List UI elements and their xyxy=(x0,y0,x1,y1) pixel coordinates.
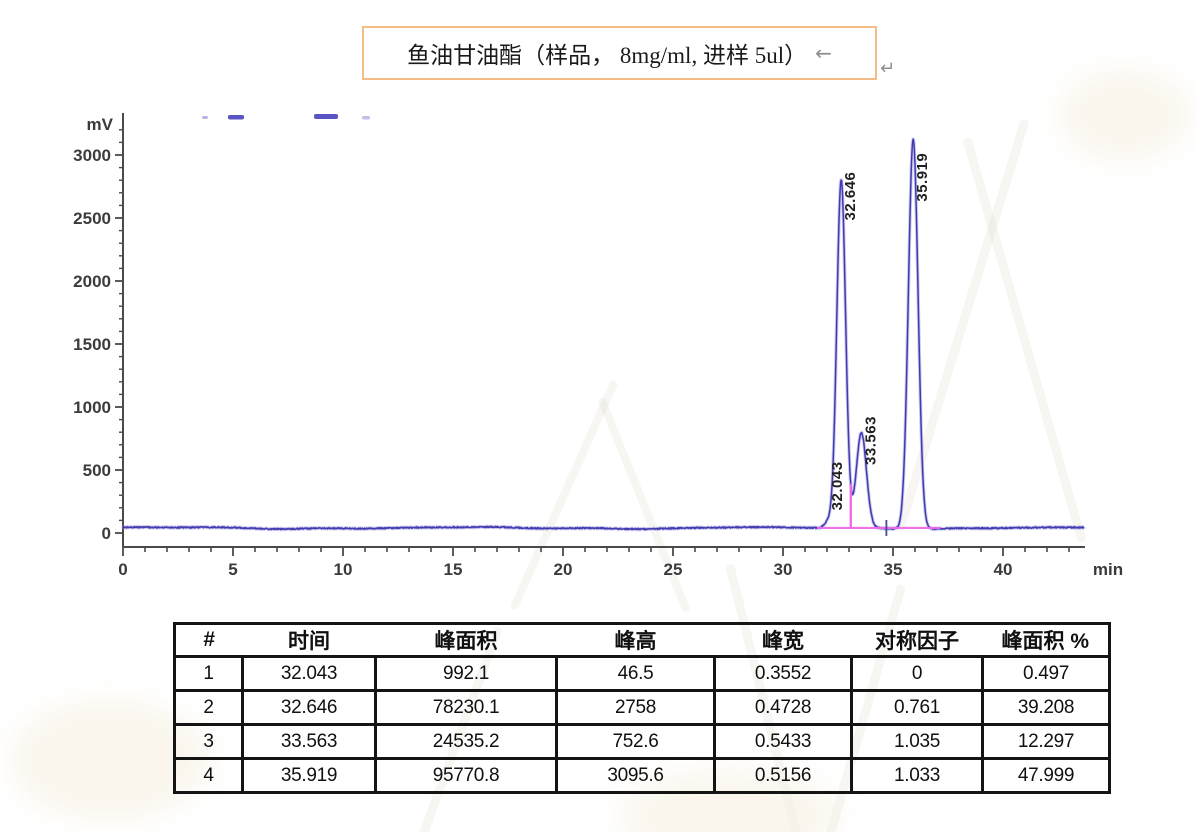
svg-text:5: 5 xyxy=(228,560,237,579)
cell-area-pct: 39.208 xyxy=(981,689,1111,726)
cell-height: 752.6 xyxy=(555,723,716,760)
col-header-peak-height: 峰高 xyxy=(556,623,715,658)
line-break-mark-icon: ← xyxy=(815,41,832,65)
svg-text:min: min xyxy=(1093,560,1123,579)
table-row: 4 35.919 95770.8 3095.6 0.5156 1.033 47.… xyxy=(173,757,1111,794)
watermark-patch xyxy=(1060,70,1190,160)
cell-time: 32.043 xyxy=(241,655,377,692)
paragraph-return-icon: ↵ xyxy=(880,58,896,79)
cell-symmetry: 0 xyxy=(850,655,984,692)
cell-area-pct: 0.497 xyxy=(981,655,1111,692)
svg-text:33.563: 33.563 xyxy=(862,416,879,465)
cell-width: 0.5156 xyxy=(713,757,853,794)
svg-text:1500: 1500 xyxy=(73,335,111,354)
col-header-area-pct: 峰面积 % xyxy=(982,623,1110,658)
sample-title: 鱼油甘油酯（样品， 8mg/ml, 进样 5ul） xyxy=(407,43,808,68)
svg-text:2000: 2000 xyxy=(73,272,111,291)
artifact-marks xyxy=(202,114,370,120)
cell-time: 35.919 xyxy=(241,757,377,794)
cell-symmetry: 1.035 xyxy=(850,723,984,760)
cell-width: 0.3552 xyxy=(713,655,853,692)
svg-text:32.646: 32.646 xyxy=(842,172,859,221)
table-row: 1 32.043 992.1 46.5 0.3552 0 0.497 xyxy=(173,655,1111,692)
svg-text:mV: mV xyxy=(87,115,114,134)
cell-width: 0.4728 xyxy=(713,689,853,726)
col-header-symmetry: 对称因子 xyxy=(851,623,983,658)
svg-text:32.043: 32.043 xyxy=(829,461,846,510)
cell-area: 992.1 xyxy=(374,655,558,692)
chromatogram-plot: 0 5 10 15 20 25 30 35 40 min 0 500 1000 1500 2000 2500 3… xyxy=(73,113,1123,579)
cell-height: 2758 xyxy=(555,689,716,726)
svg-text:1000: 1000 xyxy=(73,398,111,417)
col-header-peak-area: 峰面积 xyxy=(375,623,557,658)
cell-peak-number: 4 xyxy=(173,757,244,794)
cell-height: 46.5 xyxy=(555,655,716,692)
svg-text:2500: 2500 xyxy=(73,209,111,228)
cell-height: 3095.6 xyxy=(555,757,716,794)
table-row: 3 33.563 24535.2 752.6 0.5433 1.035 12.2… xyxy=(173,723,1111,760)
cell-time: 33.563 xyxy=(241,723,377,760)
cell-width: 0.5433 xyxy=(713,723,853,760)
svg-text:35.919: 35.919 xyxy=(914,153,931,202)
svg-text:10: 10 xyxy=(334,560,353,579)
svg-text:20: 20 xyxy=(554,560,573,579)
sample-title-box: 鱼油甘油酯（样品， 8mg/ml, 进样 5ul） ← xyxy=(362,26,877,80)
svg-text:0: 0 xyxy=(118,560,127,579)
svg-text:25: 25 xyxy=(664,560,683,579)
col-header-peak-width: 峰宽 xyxy=(714,623,852,658)
svg-text:500: 500 xyxy=(83,461,111,480)
col-header-index: # xyxy=(174,623,243,658)
svg-text:3000: 3000 xyxy=(73,146,111,165)
table-header-row: # 时间 峰面积 峰高 峰宽 对称因子 峰面积 % xyxy=(174,623,1110,658)
cell-symmetry: 0.761 xyxy=(850,689,984,726)
cell-symmetry: 1.033 xyxy=(850,757,984,794)
cell-peak-number: 2 xyxy=(173,689,244,726)
svg-text:35: 35 xyxy=(884,560,903,579)
table-row: 2 32.646 78230.1 2758 0.4728 0.761 39.20… xyxy=(173,689,1111,726)
cell-peak-number: 3 xyxy=(173,723,244,760)
col-header-time: 时间 xyxy=(242,623,376,658)
cell-time: 32.646 xyxy=(241,689,377,726)
peak-results-table: # 时间 峰面积 峰高 峰宽 对称因子 峰面积 % 1 32.043 992.1… xyxy=(173,622,1111,794)
cell-area: 95770.8 xyxy=(374,757,558,794)
svg-text:30: 30 xyxy=(774,560,793,579)
cell-area-pct: 47.999 xyxy=(981,757,1111,794)
svg-text:0: 0 xyxy=(102,524,111,543)
cell-area: 78230.1 xyxy=(374,689,558,726)
cell-area: 24535.2 xyxy=(374,723,558,760)
svg-text:40: 40 xyxy=(994,560,1013,579)
cell-area-pct: 12.297 xyxy=(981,723,1111,760)
cell-peak-number: 1 xyxy=(173,655,244,692)
svg-text:15: 15 xyxy=(444,560,463,579)
